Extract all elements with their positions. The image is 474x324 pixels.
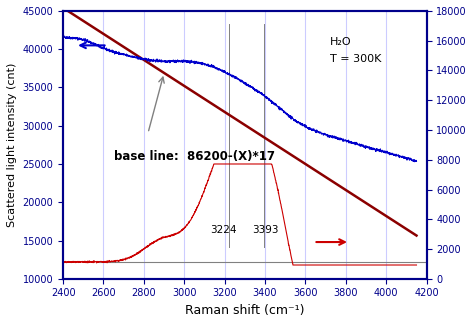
Text: H₂O: H₂O	[329, 37, 351, 47]
Text: T = 300K: T = 300K	[329, 54, 381, 64]
X-axis label: Raman shift (cm⁻¹): Raman shift (cm⁻¹)	[185, 304, 305, 317]
Text: base line:  86200-(X)*17: base line: 86200-(X)*17	[114, 150, 274, 163]
Y-axis label: Scattered light intensity (cnt): Scattered light intensity (cnt)	[7, 63, 17, 227]
Text: 3224: 3224	[210, 225, 237, 235]
Text: 3393: 3393	[252, 225, 279, 235]
